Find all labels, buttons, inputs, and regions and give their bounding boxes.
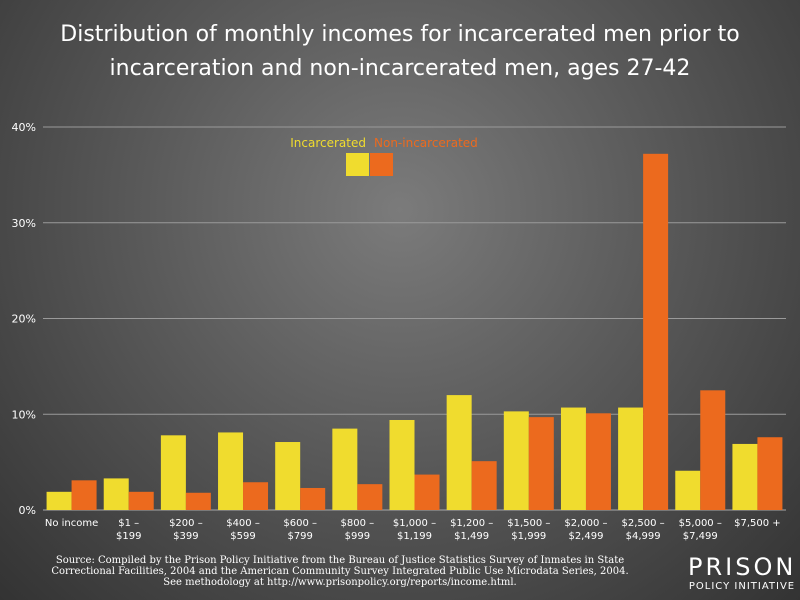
bar xyxy=(185,492,211,510)
bar xyxy=(700,390,726,510)
x-tick-label: $800 – xyxy=(341,518,375,529)
x-tick-label: $2,500 – xyxy=(622,518,665,529)
x-tick-label: $1,200 – xyxy=(450,518,493,529)
bar xyxy=(128,491,154,510)
source-line-2: Correctional Facilities, 2004 and the Am… xyxy=(51,566,629,577)
bar xyxy=(275,442,301,510)
bar xyxy=(560,407,586,510)
chart-title: Distribution of monthly incomes for inca… xyxy=(0,18,800,86)
y-tick-label: 30% xyxy=(12,217,36,230)
x-tick-label: $1,500 – xyxy=(507,518,550,529)
chart-title-line-1: Distribution of monthly incomes for inca… xyxy=(60,22,740,47)
bar xyxy=(732,443,758,510)
x-tick-label: $1 – xyxy=(118,518,139,529)
y-tick-label: 20% xyxy=(12,313,36,326)
bar xyxy=(103,478,129,510)
bar xyxy=(757,437,783,510)
x-tick-label: $2,499 xyxy=(568,531,603,542)
source-line-3: See methodology at http://www.prisonpoli… xyxy=(163,577,517,588)
x-tick-label: $999 xyxy=(345,531,370,542)
bar xyxy=(528,417,554,510)
legend-swatch-incarcerated xyxy=(346,153,369,176)
x-tick-label: $200 – xyxy=(169,518,203,529)
bar xyxy=(414,474,440,510)
y-tick-label: 10% xyxy=(12,408,36,421)
legend-label-non-incarcerated: Non-incarcerated xyxy=(374,136,478,150)
x-tick-label: $5,000 – xyxy=(679,518,722,529)
x-tick-label: $599 xyxy=(230,531,255,542)
bar xyxy=(446,395,472,510)
bar xyxy=(300,487,326,510)
x-tick-label: $199 xyxy=(116,531,141,542)
bar xyxy=(675,470,701,510)
x-tick-label: $1,999 xyxy=(511,531,546,542)
bar xyxy=(585,413,611,510)
prison-policy-initiative-logo: PRISON POLICY INITIATIVE xyxy=(688,554,796,594)
bar xyxy=(643,153,669,510)
x-tick-label: $1,499 xyxy=(454,531,489,542)
source-note: Source: Compiled by the Prison Policy In… xyxy=(40,555,640,588)
bar xyxy=(160,435,186,510)
x-tick-label: No income xyxy=(45,518,98,529)
y-tick-label: 40% xyxy=(12,121,36,134)
legend-swatch-non-incarcerated xyxy=(370,153,393,176)
logo-line-2: POLICY INITIATIVE xyxy=(688,581,796,592)
bar xyxy=(243,482,269,510)
bar xyxy=(471,461,497,510)
x-tick-label: $4,999 xyxy=(626,531,661,542)
bar xyxy=(618,407,644,510)
chart-title-line-2: incarceration and non-incarcerated men, … xyxy=(109,56,691,81)
x-tick-label: $400 – xyxy=(226,518,260,529)
x-tick-label: $7,500 + xyxy=(734,518,781,529)
x-tick-label: $7,499 xyxy=(683,531,718,542)
bar xyxy=(503,411,529,510)
x-tick-label: $799 xyxy=(287,531,312,542)
source-line-1: Source: Compiled by the Prison Policy In… xyxy=(55,555,625,566)
logo-line-1: PRISON xyxy=(688,553,797,581)
bar xyxy=(389,419,415,510)
x-tick-label: $1,199 xyxy=(397,531,432,542)
x-tick-label: $2,000 – xyxy=(564,518,607,529)
x-tick-label: $1,000 – xyxy=(393,518,436,529)
x-tick-label: $600 – xyxy=(283,518,317,529)
x-tick-label: $399 xyxy=(173,531,198,542)
legend-label-incarcerated: Incarcerated xyxy=(290,136,366,150)
bar xyxy=(218,432,244,510)
y-tick-label: 0% xyxy=(19,504,36,517)
bar xyxy=(357,484,383,510)
bar xyxy=(46,491,72,510)
bar xyxy=(71,480,97,510)
bar xyxy=(332,428,358,510)
